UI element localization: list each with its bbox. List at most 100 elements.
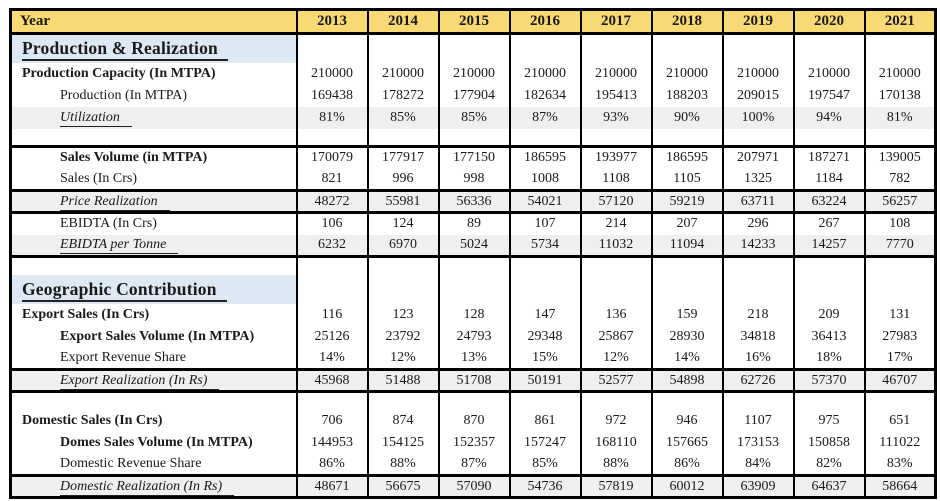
table-row: Domestic Realization (In Rs) 48671 56675 57… — [10, 474, 936, 498]
value-cell — [437, 274, 510, 304]
value-cell — [579, 128, 652, 147]
value-cell: 85% — [366, 106, 439, 129]
row-label-cell: Export Revenue Share — [11, 348, 297, 370]
value-cell: 14257 — [792, 234, 865, 257]
value-cell — [295, 128, 368, 147]
value-cell: 51488 — [366, 368, 439, 392]
row-label-cell: Domestic Revenue Share — [11, 454, 297, 476]
value-cell: 87% — [508, 106, 581, 129]
value-cell: 18% — [792, 347, 865, 370]
value-cell: 1108 — [579, 168, 652, 191]
value-cell: 124 — [366, 211, 439, 235]
row-label: Export Realization (In Rs) — [60, 372, 220, 390]
value-cell: 210000 — [792, 62, 865, 85]
value-cell — [792, 255, 865, 275]
value-cell: 56257 — [863, 189, 936, 213]
row-label: Domestic Realization (In Rs) — [60, 478, 235, 496]
value-cell — [650, 32, 723, 63]
value-cell — [721, 274, 794, 304]
value-cell — [437, 32, 510, 63]
value-cell — [863, 390, 936, 410]
value-cell — [650, 128, 723, 147]
value-cell: 5024 — [437, 234, 510, 257]
value-cell: 218 — [721, 303, 794, 326]
value-cell: 27983 — [863, 325, 936, 348]
value-cell: 63909 — [721, 474, 794, 498]
value-cell: 874 — [366, 409, 439, 432]
table-row: EBIDTA per Tonne 6232 6970 5024 5734 11032 110… — [10, 234, 936, 257]
year-header-cell: 2019 — [721, 9, 794, 35]
value-cell: 170079 — [295, 145, 368, 169]
table-row: Domes Sales Volume (In MTPA) 144953 154125… — [11, 431, 936, 454]
value-cell: 57120 — [579, 189, 652, 213]
value-cell: 34818 — [721, 325, 794, 348]
table-row: Production (In MTPA) 169438 178272 177904 18… — [11, 84, 936, 107]
table-row: Domestic Revenue Share 86% 88% 87% 85% 88% 86%… — [11, 453, 936, 476]
year-header-cell: 2015 — [437, 9, 510, 35]
value-cell: 861 — [508, 409, 581, 432]
row-label-cell — [11, 129, 297, 147]
row-label-cell: Domes Sales Volume (In MTPA) — [11, 432, 297, 454]
row-label: Export Revenue Share — [60, 349, 186, 365]
value-cell — [721, 32, 794, 63]
year-header-cell: 2013 — [295, 9, 368, 35]
year-header-cell: 2021 — [863, 9, 936, 35]
value-cell: 94% — [792, 106, 865, 129]
value-cell: 106 — [295, 211, 368, 235]
value-cell — [295, 390, 368, 410]
value-cell: 210000 — [437, 62, 510, 85]
value-cell: 154125 — [366, 431, 439, 454]
table-row: Utilization 81% 85% 85% 87% 93% 90% 100% 94% 81% — [10, 106, 936, 129]
value-cell: 63224 — [792, 189, 865, 213]
row-label: Geographic Contribution — [22, 278, 227, 302]
value-cell: 1008 — [508, 168, 581, 191]
row-label: Sales Volume (in MTPA) — [60, 150, 208, 166]
value-cell: 168110 — [579, 431, 652, 454]
value-cell: 54736 — [508, 474, 581, 498]
value-cell: 214 — [579, 211, 652, 235]
value-cell: 89 — [437, 211, 510, 235]
value-cell: 57819 — [579, 474, 652, 498]
value-cell: 81% — [863, 106, 936, 129]
value-cell: 86% — [650, 453, 723, 476]
value-cell: 88% — [366, 453, 439, 476]
value-cell: 12% — [579, 347, 652, 370]
row-label-cell — [10, 255, 297, 275]
table-row: Sales Volume (in MTPA) 170079 177917 177150… — [10, 145, 936, 169]
value-cell: 86% — [295, 453, 368, 476]
value-cell: 57090 — [437, 474, 510, 498]
value-cell: 782 — [863, 168, 936, 191]
value-cell: 56336 — [437, 189, 510, 213]
row-label: Sales (In Crs) — [60, 170, 137, 186]
value-cell: 25867 — [579, 325, 652, 348]
value-cell: 152357 — [437, 431, 510, 454]
value-cell — [792, 128, 865, 147]
value-cell: 16% — [721, 347, 794, 370]
value-cell: 210000 — [579, 62, 652, 85]
value-cell: 7770 — [863, 234, 936, 257]
row-label-cell: Production Capacity (In MTPA) — [11, 63, 297, 85]
value-cell: 85% — [437, 106, 510, 129]
value-cell — [366, 255, 439, 275]
value-cell: 210000 — [508, 62, 581, 85]
value-cell: 209 — [792, 303, 865, 326]
row-label: Domestic Revenue Share — [60, 455, 202, 471]
value-cell: 996 — [366, 168, 439, 191]
row-label: Domestic Sales (In Crs) — [22, 412, 163, 428]
value-cell: 81% — [295, 106, 368, 129]
value-cell: 14% — [650, 347, 723, 370]
value-cell: 48272 — [295, 189, 368, 213]
value-cell: 62726 — [721, 368, 794, 392]
value-cell: 186595 — [650, 145, 723, 169]
row-label-cell: Price Realization — [10, 189, 297, 213]
section-row: Production & Realization — [10, 32, 936, 63]
value-cell: 178272 — [366, 84, 439, 107]
value-cell: 6232 — [295, 234, 368, 257]
row-label-cell: Production (In MTPA) — [11, 85, 297, 107]
value-cell: 116 — [295, 303, 368, 326]
value-cell: 188203 — [650, 84, 723, 107]
value-cell: 210000 — [721, 62, 794, 85]
row-label: Export Sales (In Crs) — [22, 306, 150, 322]
corner-header-year: Year — [10, 9, 297, 35]
